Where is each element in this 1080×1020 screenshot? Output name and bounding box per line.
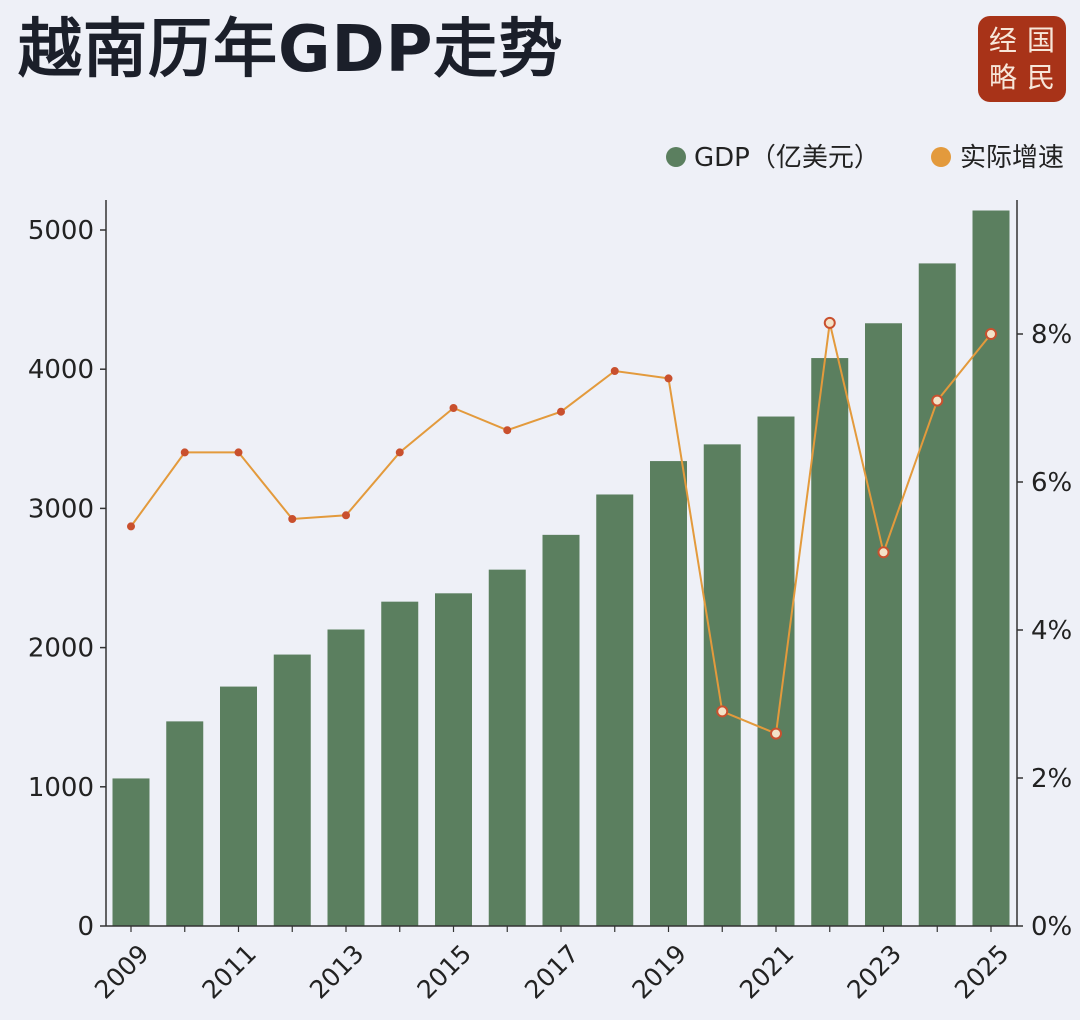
x-tick-label: 2017 [519, 939, 584, 1004]
growth-point [127, 522, 135, 531]
bar [703, 444, 741, 926]
growth-point [180, 448, 189, 457]
growth-point [931, 394, 944, 407]
bar [650, 461, 687, 926]
bar [488, 569, 526, 926]
x-tick-label: 2025 [949, 939, 1014, 1004]
x-tick-label: 2009 [89, 939, 154, 1004]
x-tick-label: 2021 [734, 939, 799, 1004]
growth-point [716, 705, 729, 718]
seal-char: 经 [988, 23, 1017, 57]
growth-point [770, 727, 782, 740]
seal-char: 民 [1026, 60, 1055, 94]
x-tick-label: 2015 [412, 939, 477, 1004]
bar [220, 686, 257, 926]
bar [273, 654, 311, 926]
growth-point [234, 448, 243, 457]
growth-point [985, 328, 997, 340]
bar [435, 593, 472, 926]
left-tick-label: 2000 [28, 634, 94, 664]
left-tick-label: 1000 [28, 773, 94, 803]
right-tick-label: 0% [1031, 912, 1072, 942]
bar [918, 263, 956, 927]
growth-point [557, 407, 565, 416]
x-tick-label: 2013 [304, 939, 369, 1004]
left-tick-label: 5000 [28, 216, 94, 246]
bar [757, 416, 795, 926]
left-tick-label: 4000 [28, 355, 94, 385]
left-tick-label: 0 [77, 912, 94, 942]
bar [166, 721, 204, 926]
growth-point [664, 374, 673, 383]
bar [865, 323, 902, 926]
growth-line [127, 316, 997, 740]
growth-point [877, 546, 890, 559]
growth-point [449, 404, 458, 412]
legend-label-growth: 实际增速 [960, 143, 1064, 173]
right-tick-label: 6% [1031, 468, 1072, 498]
legend-swatch-gdp [666, 147, 686, 167]
bar [112, 778, 150, 926]
bar [381, 601, 419, 926]
growth-point [823, 316, 836, 329]
x-tick-label: 2019 [627, 939, 692, 1004]
growth-point [503, 426, 512, 435]
legend-label-gdp: GDP（亿美元） [694, 143, 880, 173]
x-tick-label: 2023 [842, 939, 907, 1004]
legend-swatch-growth [931, 147, 951, 167]
growth-point [288, 515, 297, 523]
x-tick-label: 2011 [197, 939, 262, 1004]
bar [327, 629, 365, 926]
bar [972, 210, 1010, 927]
right-tick-label: 2% [1031, 764, 1072, 794]
logo-seal: 经 国 略 民 [978, 16, 1066, 102]
legend: GDP（亿美元） 实际增速 [666, 143, 1064, 173]
growth-point [395, 448, 404, 457]
gdp-bars [112, 210, 1010, 927]
right-tick-label: 4% [1031, 616, 1072, 646]
growth-point [342, 511, 350, 520]
bar [811, 358, 849, 927]
right-tick-label: 8% [1031, 320, 1072, 350]
bar [542, 534, 580, 926]
seal-char: 国 [1026, 23, 1055, 57]
growth-point [610, 367, 619, 375]
left-tick-label: 3000 [28, 494, 94, 524]
seal-char: 略 [988, 60, 1017, 94]
bar [596, 494, 634, 926]
chart-title: 越南历年GDP走势 [18, 13, 564, 87]
